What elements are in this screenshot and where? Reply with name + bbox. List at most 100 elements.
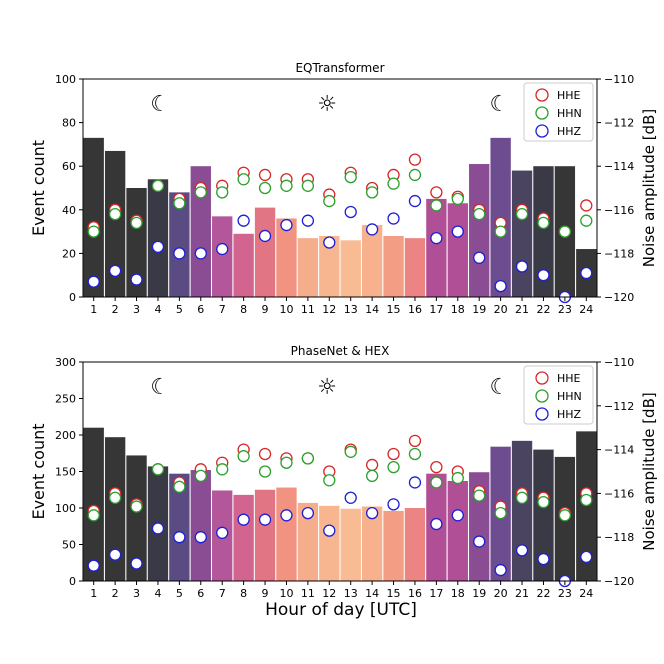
noise-point-hhn — [473, 489, 486, 502]
y-tick-label: 50 — [62, 539, 76, 552]
y2-tick-label: −110 — [604, 73, 634, 86]
noise-point-hhn — [237, 173, 250, 186]
noise-point-hhn — [151, 463, 165, 476]
noise-point-hhz — [151, 240, 165, 254]
y-tick-label: 100 — [55, 73, 76, 86]
noise-point-hhn — [130, 500, 143, 513]
moon-icon: ☾ — [150, 375, 170, 400]
noise-point-hhz — [216, 242, 229, 256]
noise-point-hhn — [408, 168, 422, 182]
bar — [511, 440, 533, 581]
noise-point-hhz — [494, 563, 507, 577]
noise-point-hhe — [258, 168, 272, 182]
noise-point-hhn — [365, 469, 379, 483]
legend: HHE HHN HHZ — [523, 365, 594, 425]
x-tick-label: 14 — [365, 587, 379, 600]
noise-point-hhe — [408, 434, 422, 447]
noise-point-hhz — [258, 229, 272, 243]
x-tick-label: 19 — [472, 587, 486, 600]
x-tick-label: 20 — [494, 303, 508, 316]
noise-point-hhn — [87, 509, 100, 522]
x-tick-label: 8 — [240, 303, 247, 316]
bar — [254, 489, 276, 581]
noise-point-hhn — [280, 456, 293, 469]
y-tick-label: 100 — [55, 502, 76, 515]
noise-point-hhz — [430, 231, 443, 245]
noise-point-hhn — [108, 208, 122, 221]
noise-point-hhz — [387, 212, 400, 225]
x-tick-label: 10 — [279, 303, 293, 316]
x-tick-label: 18 — [451, 587, 465, 600]
legend-marker-hhz — [535, 124, 549, 138]
x-tick-label: 12 — [322, 303, 336, 316]
legend-label: HHE — [557, 89, 581, 102]
legend-marker-hhn — [535, 389, 549, 403]
x-tick-label: 6 — [197, 587, 204, 600]
bar — [297, 238, 319, 297]
sun-icon: ☼ — [317, 375, 337, 400]
bar — [469, 164, 490, 297]
x-tick-label: 21 — [515, 587, 529, 600]
noise-point-hhz — [151, 522, 165, 535]
noise-point-hhn — [515, 491, 529, 504]
noise-point-hhz — [515, 544, 529, 557]
noise-point-hhz — [280, 509, 293, 522]
bar — [276, 218, 297, 297]
y-tick-label: 80 — [62, 117, 76, 130]
y-tick-label: 0 — [69, 291, 76, 304]
x-tick-label: 9 — [262, 587, 269, 600]
noise-point-hhz — [451, 225, 464, 238]
noise-point-hhn — [430, 199, 443, 212]
moon-icon: ☾ — [489, 92, 509, 117]
noise-point-hhn — [451, 192, 464, 206]
x-tick-label: 5 — [176, 303, 183, 316]
noise-point-hhn — [494, 225, 507, 238]
bar — [340, 240, 361, 297]
y2-tick-label: −112 — [604, 117, 634, 130]
noise-point-hhz — [108, 264, 122, 277]
x-tick-label: 10 — [279, 587, 293, 600]
noise-point-hhn — [194, 186, 207, 199]
noise-point-hhn — [365, 186, 379, 199]
noise-point-hhn — [301, 179, 315, 192]
bar — [297, 502, 319, 581]
noise-point-hhe — [408, 153, 422, 166]
x-tick-label: 22 — [536, 587, 550, 600]
bar — [169, 473, 190, 581]
noise-point-hhe — [365, 458, 379, 472]
noise-point-hhn — [87, 225, 100, 238]
bar — [361, 225, 383, 297]
noise-point-hhz — [365, 506, 379, 520]
noise-point-hhn — [558, 225, 572, 238]
noise-point-hhn — [173, 197, 186, 210]
phasenet-hex-chart: PhaseNet & HEX 0 50 100 150 200 250 300 −120 −118… — [29, 344, 658, 600]
bar — [426, 198, 447, 297]
noise-point-hhz — [87, 275, 100, 288]
noise-point-hhz — [473, 535, 486, 548]
legend-label: HHZ — [557, 408, 582, 421]
x-axis-label: Hour of day [UTC] — [265, 600, 417, 620]
noise-point-hhz — [473, 251, 486, 264]
legend-marker-hhe — [535, 88, 549, 102]
noise-point-hhz — [237, 513, 250, 526]
bar — [212, 216, 233, 297]
noise-point-hhn — [515, 208, 529, 221]
y2-tick-label: −110 — [604, 356, 634, 369]
bar — [190, 166, 211, 297]
noise-point-hhz — [344, 205, 357, 219]
noise-point-hhz — [344, 491, 357, 504]
y2-tick-label: −114 — [604, 160, 634, 173]
noise-point-hhz — [216, 526, 229, 539]
noise-point-hhn — [387, 460, 400, 474]
chart-title: EQTransformer — [295, 61, 384, 75]
legend-label: HHZ — [557, 125, 582, 138]
bar — [533, 166, 554, 297]
legend: HHE HHN HHZ — [523, 82, 594, 142]
x-tick-label: 7 — [219, 303, 226, 316]
x-tick-label: 1 — [90, 303, 97, 316]
y-tick-label: 40 — [62, 204, 76, 217]
bar — [447, 480, 468, 581]
x-tick-label: 4 — [154, 303, 161, 316]
y2-tick-label: −116 — [604, 204, 634, 217]
